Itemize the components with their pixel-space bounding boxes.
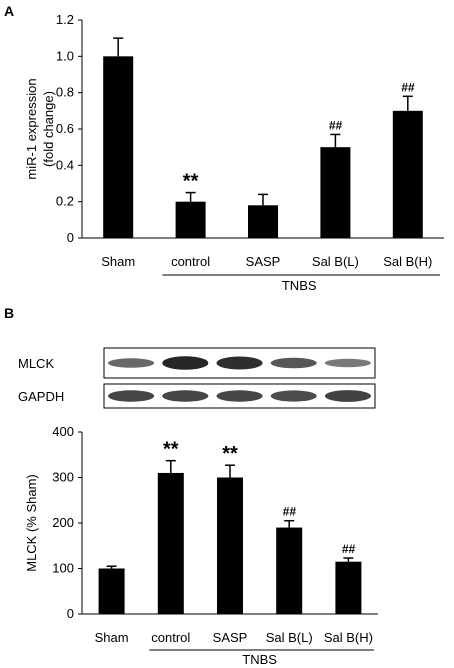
- panel-b-label: B: [4, 305, 14, 321]
- blot-band: [108, 390, 155, 402]
- panel-a-label: A: [4, 3, 14, 19]
- blot-band: [216, 356, 263, 370]
- blot-band: [270, 390, 317, 402]
- bar: [320, 147, 351, 238]
- category-label: Sal B(L): [312, 254, 359, 269]
- blot-band: [270, 357, 317, 369]
- category-label: control: [171, 254, 210, 269]
- significance-marker: ##: [342, 542, 356, 556]
- blot-band: [162, 356, 209, 370]
- significance-marker: **: [222, 443, 238, 465]
- category-label: SASP: [246, 254, 281, 269]
- y-tick-label: 100: [52, 561, 74, 576]
- bar: [175, 201, 206, 238]
- y-axis-label: (fold change): [41, 91, 56, 167]
- category-label: Sal B(L): [266, 630, 313, 645]
- significance-marker: **: [163, 439, 179, 461]
- y-tick-label: 1.2: [56, 12, 74, 27]
- y-tick-label: 0.6: [56, 121, 74, 136]
- bar: [276, 527, 303, 614]
- y-tick-label: 400: [52, 424, 74, 439]
- category-label: SASP: [213, 630, 248, 645]
- blot-band: [324, 358, 371, 368]
- blot-row-label: GAPDH: [18, 389, 64, 404]
- category-label: Sal B(H): [383, 254, 432, 269]
- bar: [392, 110, 423, 238]
- significance-marker: ##: [401, 80, 415, 94]
- y-tick-label: 0.8: [56, 85, 74, 100]
- y-tick-label: 0: [67, 230, 74, 245]
- group-label: TNBS: [282, 278, 317, 293]
- significance-marker: ##: [329, 118, 343, 132]
- category-label: Sal B(H): [324, 630, 373, 645]
- blot-band: [162, 390, 209, 402]
- blot-row-label: MLCK: [18, 356, 54, 371]
- bar: [335, 561, 362, 614]
- y-tick-label: 0: [67, 606, 74, 621]
- western-blot: MLCK GAPDH: [18, 347, 376, 409]
- y-tick-label: 1.0: [56, 48, 74, 63]
- blot-band: [216, 390, 263, 402]
- bar: [98, 568, 125, 614]
- y-tick-label: 0.4: [56, 157, 74, 172]
- bar: [103, 56, 134, 239]
- y-tick-label: 300: [52, 470, 74, 485]
- significance-marker: **: [183, 171, 199, 193]
- y-axis-label: miR-1 expression: [24, 78, 39, 179]
- blot-band: [108, 358, 155, 368]
- category-label: Sham: [95, 630, 129, 645]
- category-label: control: [151, 630, 190, 645]
- chart-mlck: 0 100 200 300 400 Sham ** control ** SASP ## Sal B(…: [24, 424, 378, 667]
- blot-band: [324, 390, 371, 402]
- y-tick-label: 0.2: [56, 194, 74, 209]
- y-axis-label: MLCK (% Sham): [24, 474, 39, 572]
- significance-marker: ##: [283, 505, 297, 519]
- bar: [157, 472, 184, 614]
- group-label: TNBS: [242, 652, 277, 667]
- bar: [248, 205, 278, 238]
- bar: [217, 477, 243, 614]
- category-label: Sham: [101, 254, 135, 269]
- chart-mir1-expression: 0 0.2 0.4 0.6 0.8 1.0 1.2 Sham ** control SASP ## Sa…: [24, 12, 444, 293]
- y-tick-label: 200: [52, 515, 74, 530]
